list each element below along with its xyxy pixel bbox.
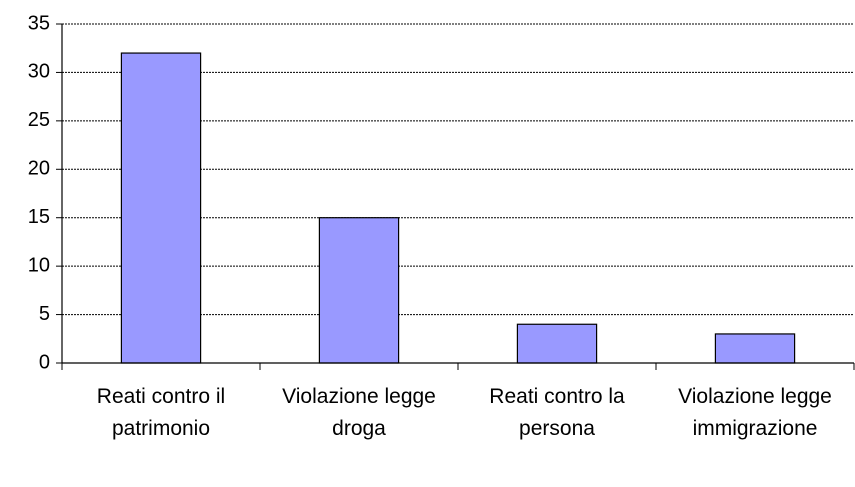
- x-tick-label-box: Reati contro il patrimonio: [96, 385, 226, 440]
- y-tick-label: 5: [39, 303, 50, 325]
- y-tick-label: 20: [28, 158, 50, 180]
- bar: [318, 217, 400, 364]
- x-tick-label-box: Violazione legge immigrazione: [678, 385, 832, 440]
- bar: [714, 333, 796, 364]
- x-tick-label: Reati contro il patrimonio: [96, 385, 226, 440]
- bar: [516, 323, 598, 364]
- x-tick-label-box: Reati contro la persona: [489, 385, 625, 440]
- bar: [120, 52, 202, 364]
- y-tick-label: 10: [28, 254, 50, 276]
- y-tick-label: 15: [28, 206, 50, 228]
- x-tick-label: Violazione legge droga: [282, 385, 436, 440]
- y-tick-label: 25: [28, 109, 50, 131]
- x-tick-label-box: Violazione legge droga: [282, 385, 436, 440]
- y-tick-label: 30: [28, 61, 50, 83]
- y-tick-label: 0: [39, 351, 50, 373]
- y-tick-label: 35: [28, 12, 50, 34]
- x-tick-label: Violazione legge immigrazione: [678, 385, 832, 440]
- x-tick-label: Reati contro la persona: [489, 385, 625, 440]
